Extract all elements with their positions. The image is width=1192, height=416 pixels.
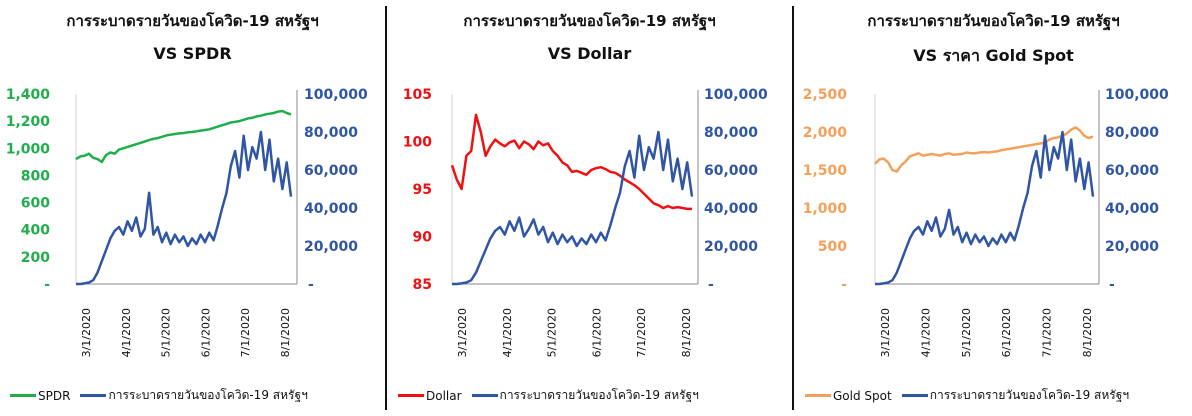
x-axis-tick-label: 7/1/2020	[239, 308, 252, 357]
legend-swatch-dollar	[398, 394, 424, 397]
left-axis-tick-label: 1,000	[803, 201, 848, 217]
left-axis-tick-label: 1,000	[6, 141, 51, 157]
legend-swatch-covid	[901, 394, 928, 397]
legend-entry-spdr: SPDR	[10, 389, 70, 403]
panel-divider	[792, 6, 794, 410]
left-axis-tick-label: 500	[818, 239, 847, 255]
legend-entry-covid: การระบาดรายวันของโควิด-19 สหรัฐฯ	[471, 386, 699, 405]
right-axis-tick-label: 80,000	[304, 125, 358, 141]
left-axis-tick-label: 90	[413, 230, 433, 246]
legend-swatch-covid	[471, 394, 498, 397]
legend-swatch-spdr	[10, 394, 36, 397]
chart-plot-dollar: 85 90 95 100 105 - 20,000 40,000 60,000 80,000 100…	[403, 87, 768, 357]
legend-swatch-covid	[80, 394, 107, 397]
chart-panel-dollar: การระบาดรายวันของโควิด-19 สหรัฐฯ VS Doll…	[388, 0, 791, 416]
left-axis-tick-label: 600	[21, 196, 50, 212]
left-axis-tick-label: 800	[21, 168, 50, 184]
legend-label-gold: Gold Spot	[833, 388, 892, 403]
x-axis-tick-label: 3/1/2020	[456, 308, 469, 357]
x-axis-tick-label: 8/1/2020	[279, 308, 292, 357]
right-axis-tick-label: 20,000	[1105, 239, 1159, 255]
legend-label-spdr: SPDR	[38, 388, 71, 403]
panel-divider	[385, 6, 387, 410]
x-axis-tick-label: 4/1/2020	[919, 308, 932, 357]
chart-panel-gold: การระบาดรายวันของโควิด-19 สหรัฐฯ VS ราคา…	[795, 0, 1192, 416]
series-line-covid-cases	[452, 130, 694, 286]
left-axis-tick-label: 85	[413, 277, 432, 293]
left-axis-tick-label: 1,500	[803, 163, 848, 179]
series-line-covid-cases	[875, 130, 1095, 286]
right-axis-tick-label: 60,000	[304, 163, 358, 179]
x-axis-tick-label: 6/1/2020	[1000, 308, 1013, 357]
legend-label-covid: การระบาดรายวันของโควิด-19 สหรัฐฯ	[929, 388, 1130, 402]
right-axis-tick-label: 100,000	[704, 87, 768, 103]
left-axis-tick-label: 200	[21, 250, 50, 266]
chart-title: การระบาดรายวันของโควิด-19 สหรัฐฯ	[463, 12, 716, 30]
legend-entry-covid: การระบาดรายวันของโควิด-19 สหรัฐฯ	[80, 386, 308, 405]
right-axis-tick-label: 60,000	[1105, 163, 1159, 179]
right-axis-tick-label: 100,000	[304, 87, 368, 103]
legend-label-covid: การระบาดรายวันของโควิด-19 สหรัฐฯ	[108, 388, 308, 402]
right-axis-tick-label: 20,000	[704, 239, 758, 255]
series-line-covid-cases	[76, 130, 293, 286]
legend-entry-gold: Gold Spot	[805, 389, 892, 403]
right-axis-tick-label: 20,000	[304, 239, 358, 255]
left-axis-tick-label: -	[44, 277, 50, 293]
x-axis-tick-label: 7/1/2020	[1041, 308, 1054, 357]
chart-legend: Gold Spot การระบาดรายวันของโควิด-19 สหรั…	[805, 386, 1139, 405]
chart-subtitle: VS SPDR	[153, 44, 232, 63]
right-axis-tick-label: 40,000	[1105, 201, 1159, 217]
x-axis-tick-label: 3/1/2020	[80, 308, 93, 357]
chart-plot-gold: - 500 1,000 1,500 2,000 2,500 - 20,000 40,000 60,…	[803, 87, 1169, 357]
chart-title: การระบาดรายวันของโควิด-19 สหรัฐฯ	[867, 12, 1120, 30]
right-axis-tick-label: 60,000	[704, 163, 758, 179]
left-axis-tick-label: 2,500	[803, 87, 848, 103]
x-axis-tick-label: 8/1/2020	[680, 308, 693, 357]
legend-label-dollar: Dollar	[426, 388, 462, 403]
x-axis-tick-label: 5/1/2020	[160, 308, 173, 357]
left-axis-tick-label: -	[841, 277, 847, 293]
chart-subtitle: VS ราคา Gold Spot	[913, 46, 1074, 65]
x-axis-tick-label: 4/1/2020	[501, 308, 514, 357]
chart-legend: Dollar การระบาดรายวันของโควิด-19 สหรัฐฯ	[398, 386, 709, 405]
x-axis-tick-label: 4/1/2020	[120, 308, 133, 357]
left-axis-tick-label: 105	[403, 87, 432, 103]
right-axis-tick-label: 100,000	[1105, 87, 1169, 103]
right-axis-tick-label: 80,000	[704, 125, 758, 141]
left-axis-tick-label: 1,400	[6, 87, 51, 103]
x-axis-tick-label: 6/1/2020	[590, 308, 603, 357]
x-axis-tick-label: 7/1/2020	[635, 308, 648, 357]
chart-title: การระบาดรายวันของโควิด-19 สหรัฐฯ	[66, 12, 319, 30]
chart-panel-spdr: การระบาดรายวันของโควิด-19 สหรัฐฯ VS SPDR…	[0, 0, 385, 416]
right-axis-tick-label: 40,000	[304, 201, 358, 217]
chart-plot-spdr: - 200 400 600 800 1,000 1,200 1,400 - 20,000 40,00…	[6, 87, 368, 357]
left-axis-tick-label: 1,200	[6, 114, 51, 130]
right-axis-tick-label: 40,000	[704, 201, 758, 217]
series-line-asset	[75, 109, 292, 164]
x-axis-tick-label: 3/1/2020	[879, 308, 892, 357]
right-axis-tick-label: 80,000	[1105, 125, 1159, 141]
left-axis-tick-label: 2,000	[803, 125, 848, 141]
x-axis-tick-label: 6/1/2020	[199, 308, 212, 357]
legend-entry-covid: การระบาดรายวันของโควิด-19 สหรัฐฯ	[901, 386, 1130, 405]
right-axis-tick-label: -	[1109, 277, 1115, 293]
right-axis-tick-label: -	[708, 277, 714, 293]
chart-subtitle: VS Dollar	[547, 44, 632, 63]
left-axis-tick-label: 95	[413, 182, 432, 198]
legend-swatch-gold	[805, 394, 831, 397]
right-axis-tick-label: -	[308, 277, 314, 293]
x-axis-tick-label: 8/1/2020	[1081, 308, 1094, 357]
x-axis-tick-label: 5/1/2020	[960, 308, 973, 357]
left-axis-tick-label: 100	[403, 135, 432, 151]
x-axis-tick-label: 5/1/2020	[546, 308, 559, 357]
legend-label-covid: การระบาดรายวันของโควิด-19 สหรัฐฯ	[499, 388, 699, 402]
legend-entry-dollar: Dollar	[398, 389, 462, 403]
left-axis-tick-label: 400	[21, 223, 50, 239]
series-line-asset	[450, 113, 692, 211]
series-line-asset	[874, 126, 1094, 173]
chart-legend: SPDR การระบาดรายวันของโควิด-19 สหรัฐฯ	[10, 386, 318, 405]
